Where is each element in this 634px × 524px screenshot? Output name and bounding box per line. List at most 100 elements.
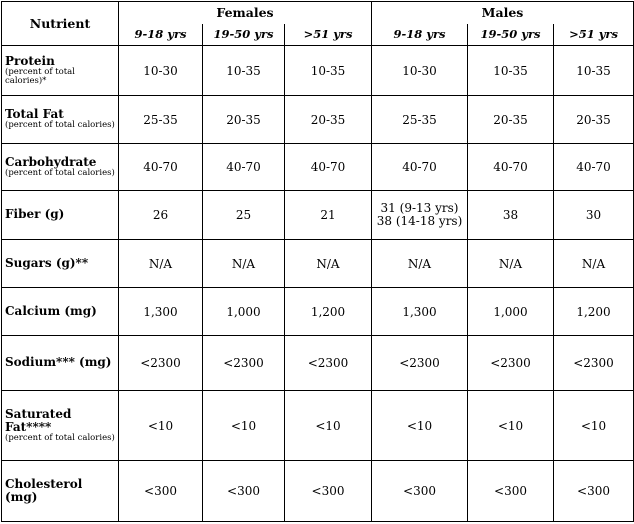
value-cell: <300: [371, 460, 468, 522]
nutrient-row: Sodium*** (mg) <2300 <2300 <2300 <2300 <2300 <…: [1, 335, 634, 391]
value-cell: 10-30: [371, 45, 468, 96]
corner-header: Nutrient: [1, 1, 119, 46]
nutrient-name: Sodium*** (mg): [5, 355, 112, 370]
nutrient-row: Cholesterol (mg) <300 <300 <300 <300 <300 <300: [1, 460, 634, 522]
value-line: 31 (9-13 yrs): [380, 200, 459, 215]
nutrient-row: Protein (percent of total calories)* 10-30…: [1, 45, 634, 96]
nutrient-note: (percent of total calories): [5, 167, 115, 178]
value-cell: N/A: [284, 239, 372, 288]
value-cell: 10-35: [284, 45, 372, 96]
value-cell: <300: [202, 460, 285, 522]
group-header: Females: [118, 1, 372, 24]
value-cell: 40-70: [371, 143, 468, 191]
value-cell: 21: [284, 190, 372, 240]
age-header: 9-18 yrs: [118, 23, 203, 46]
value-cell: 1,200: [284, 287, 372, 336]
value-cell: <2300: [467, 335, 554, 391]
nutrient-note: (percent of total calories): [5, 433, 115, 444]
value-cell: 30: [552, 190, 634, 240]
nutrient-cell: Calcium (mg): [1, 287, 119, 336]
value-cell: N/A: [371, 239, 468, 288]
nutrient-row: Sugars (g)** N/A N/A N/A N/A N/A N/A: [1, 239, 634, 288]
value-cell: 10-35: [467, 45, 554, 96]
nutrient-note: (percent of total calories)*: [5, 66, 75, 87]
value-cell: <300: [552, 460, 634, 522]
value-cell: 40-70: [284, 143, 372, 191]
value-cell: 20-35: [202, 95, 285, 144]
nutrient-cell: Cholesterol (mg): [1, 460, 119, 522]
value-cell: <10: [118, 390, 203, 461]
nutrient-cell: Protein (percent of total calories)*: [1, 45, 119, 96]
nutrient-name: Carbohydrate: [5, 154, 97, 169]
value-cell: N/A: [202, 239, 285, 288]
nutrient-row: Carbohydrate (percent of total calories) 4…: [1, 143, 634, 191]
nutrient-cell: Fiber (g): [1, 190, 119, 240]
nutrient-cell: Total Fat (percent of total calories): [1, 95, 119, 144]
header-row: Nutrient Females Males: [1, 1, 634, 46]
nutrient-cell: Carbohydrate (percent of total calories): [1, 143, 119, 191]
value-cell: 20-35: [467, 95, 554, 144]
age-header: >51 yrs: [284, 23, 372, 46]
value-cell: 20-35: [552, 95, 634, 144]
nutrient-name: Protein: [5, 53, 55, 68]
value-cell: <2300: [552, 335, 634, 391]
nutrient-name: Cholesterol (mg): [5, 476, 83, 504]
value-cell: 10-35: [552, 45, 634, 96]
nutrient-row: Total Fat (percent of total calories) 25-3…: [1, 95, 634, 144]
age-header: 19-50 yrs: [202, 23, 285, 46]
value-cell: 1,200: [552, 287, 634, 336]
nutrient-note: (percent of total calories): [5, 120, 115, 131]
value-cell: <300: [467, 460, 554, 522]
value-cell: 25: [202, 190, 285, 240]
value-cell: <10: [467, 390, 554, 461]
nutrient-row: Fiber (g) 26 25 21 31 (9-13 yrs) 38 (14-18 yr…: [1, 190, 634, 240]
value-line: 38 (14-18 yrs): [376, 214, 463, 228]
value-cell: 40-70: [118, 143, 203, 191]
value-cell: 1,300: [118, 287, 203, 336]
value-cell: <300: [118, 460, 203, 522]
value-cell: 31 (9-13 yrs) 38 (14-18 yrs): [371, 190, 468, 240]
value-cell: <10: [371, 390, 468, 461]
value-cell: 25-35: [371, 95, 468, 144]
value-cell: <10: [284, 390, 372, 461]
nutrient-cell: Sodium*** (mg): [1, 335, 119, 391]
value-cell: <10: [202, 390, 285, 461]
nutrient-row: Calcium (mg) 1,300 1,000 1,200 1,300 1,000 1,2…: [1, 287, 634, 336]
group-header: Males: [370, 1, 634, 24]
value-cell: N/A: [467, 239, 554, 288]
value-cell: 38: [467, 190, 554, 240]
value-cell: 40-70: [467, 143, 554, 191]
value-cell: 25-35: [118, 95, 203, 144]
nutrient-name: Fiber (g): [5, 207, 65, 222]
age-header: 19-50 yrs: [467, 23, 554, 46]
nutrient-name: Saturated Fat****: [5, 406, 72, 434]
value-cell: <10: [552, 390, 634, 461]
value-cell: 40-70: [552, 143, 634, 191]
nutrient-name: Total Fat: [5, 107, 64, 122]
nutrient-name: Sugars (g)**: [5, 255, 89, 270]
nutrient-row: Saturated Fat**** (percent of total calor…: [1, 390, 634, 461]
value-cell: 10-35: [202, 45, 285, 96]
value-cell: N/A: [552, 239, 634, 288]
age-header: 9-18 yrs: [371, 23, 468, 46]
value-cell: N/A: [118, 239, 203, 288]
value-cell: 20-35: [284, 95, 372, 144]
value-cell: 26: [118, 190, 203, 240]
value-cell: 10-30: [118, 45, 203, 96]
nutrient-cell: Sugars (g)**: [1, 239, 119, 288]
value-cell: <2300: [371, 335, 468, 391]
nutrient-name: Calcium (mg): [5, 303, 97, 318]
value-cell: <2300: [284, 335, 372, 391]
value-cell: 1,000: [202, 287, 285, 336]
value-cell: <300: [284, 460, 372, 522]
nutrient-cell: Saturated Fat**** (percent of total calor…: [1, 390, 119, 461]
value-cell: 40-70: [202, 143, 285, 191]
value-cell: <2300: [118, 335, 203, 391]
age-header: >51 yrs: [552, 23, 634, 46]
value-cell: 1,300: [371, 287, 468, 336]
value-cell: <2300: [202, 335, 285, 391]
value-cell: 1,000: [467, 287, 554, 336]
